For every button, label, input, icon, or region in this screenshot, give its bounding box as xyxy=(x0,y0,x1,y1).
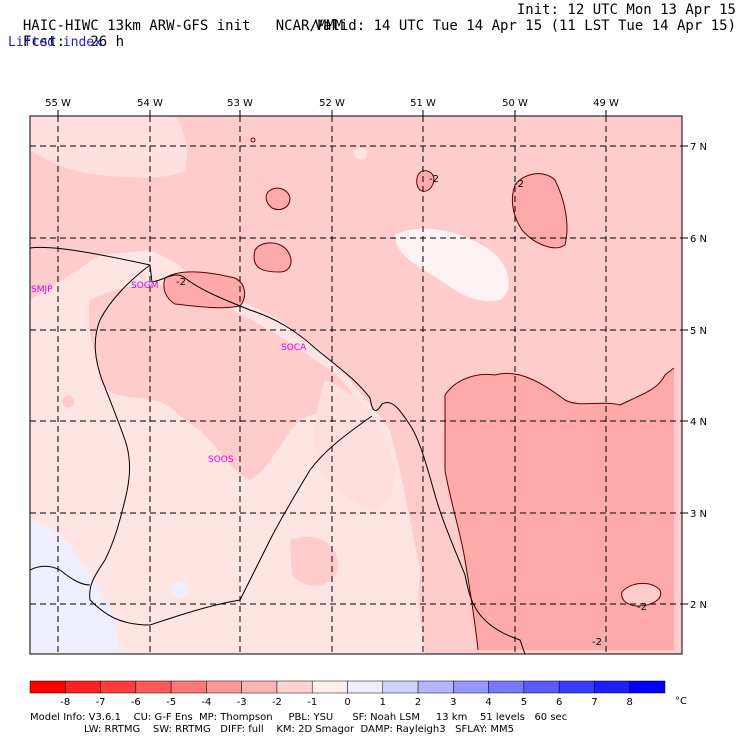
org-label: NCAR/MMM xyxy=(275,18,344,34)
colorbar-swatch xyxy=(594,680,630,694)
lat-lon-grid xyxy=(30,116,682,654)
colorbar-swatch xyxy=(417,680,454,694)
lon-label: 52 W xyxy=(319,98,345,109)
forecast-hour: Fcst: 26 h xyxy=(6,18,124,50)
lon-label: 54 W xyxy=(137,98,163,109)
model-info-line1: Model Info: V3.6.1 CU: G-F Ens MP: Thomp… xyxy=(30,712,568,723)
colorbar-tick-label: -2 xyxy=(272,697,282,708)
contour-label: -2 xyxy=(514,179,524,190)
colorbar-tick-label: 5 xyxy=(521,697,527,708)
lon-label: 55 W xyxy=(45,98,71,109)
lat-label: 6 N xyxy=(690,234,707,245)
colorbar-tick-label: -5 xyxy=(166,697,176,708)
init-time: Init: 12 UTC Mon 13 Apr 15 xyxy=(516,2,736,18)
colorbar: -8 -7 -6 -5 -4 -3 -2 -1 0 1 2 3 4 5 6 7 8 xyxy=(29,680,666,708)
shade-land-light xyxy=(314,380,395,510)
lat-axis: 7 N 6 N 5 N 4 N 3 N 2 N xyxy=(682,142,707,611)
colorbar-swatch xyxy=(347,680,384,694)
model-title: HAIC-HIWC 13km ARW-GFS init xyxy=(22,18,251,34)
colorbar-swatch xyxy=(276,680,313,694)
shade-minus2-east xyxy=(445,368,674,650)
shade-positive-spot xyxy=(172,582,188,598)
colorbar-swatch xyxy=(488,680,525,694)
model-info-line2: LW: RRTMG SW: RRTMG DIFF: full KM: 2D Sm… xyxy=(30,724,515,735)
station-smjp: SMJP xyxy=(31,285,53,295)
colorbar-swatch xyxy=(65,680,101,694)
lon-label: 51 W xyxy=(410,98,436,109)
fcst-label: Fcst: xyxy=(22,34,66,50)
colorbar-swatch xyxy=(206,680,242,694)
colorbar-swatch xyxy=(382,680,419,694)
lon-label: 50 W xyxy=(502,98,528,109)
colorbar-swatch xyxy=(523,680,560,694)
colorbar-tick-label: -8 xyxy=(60,697,70,708)
colorbar-tick-label: 3 xyxy=(450,697,456,708)
coastline xyxy=(30,246,526,654)
field-name: Lifted index xyxy=(8,35,102,50)
contour-label: -2 xyxy=(592,637,602,648)
colorbar-swatch xyxy=(629,680,666,694)
shade-minus2-north xyxy=(254,242,292,272)
colorbar-tick-label: 6 xyxy=(556,697,562,708)
colorbar-swatch xyxy=(241,680,278,694)
lat-label: 7 N xyxy=(690,142,707,153)
colorbar-tick-label: 1 xyxy=(380,697,386,708)
colorbar-tick-label: -3 xyxy=(237,697,247,708)
lat-label: 4 N xyxy=(690,417,707,428)
lon-label: 53 W xyxy=(227,98,253,109)
header-model: HAIC-HIWC 13km ARW-GFS init NCAR/MMM xyxy=(6,2,343,34)
colorbar-swatch xyxy=(135,680,172,694)
colorbar-tick-label: 8 xyxy=(627,697,633,708)
lat-label: 5 N xyxy=(690,326,707,337)
colorbar-swatch xyxy=(453,680,489,694)
station-soos: SOOS xyxy=(208,455,234,465)
shade-ocean-light-nw xyxy=(30,116,187,178)
station-soca: SOCA xyxy=(281,343,307,353)
lat-label: 2 N xyxy=(690,600,707,611)
colorbar-tick-label: 4 xyxy=(485,697,491,708)
shade-land-minus1 xyxy=(88,285,356,480)
lon-axis: 55 W 54 W 53 W 52 W 51 W 50 W 49 W xyxy=(45,98,619,116)
contour-label: -2 xyxy=(429,174,439,185)
colorbar-tick-label: 7 xyxy=(591,697,597,708)
map-frame xyxy=(29,115,683,655)
colorbar-swatch xyxy=(558,680,595,694)
colorbar-tick-label: -6 xyxy=(131,697,141,708)
station-sogm: SOGM xyxy=(131,281,159,291)
lat-label: 3 N xyxy=(690,509,707,520)
colorbar-unit: °C xyxy=(675,696,687,707)
lon-label: 49 W xyxy=(593,98,619,109)
colorbar-swatch xyxy=(100,680,137,694)
colorbar-swatch xyxy=(29,680,66,694)
colorbar-tick-label: -7 xyxy=(96,697,106,708)
colorbar-tick-label: 0 xyxy=(344,697,350,708)
shade-positive xyxy=(30,520,120,654)
lifted-index-field: -2 -2 -2 -2 -2 SMJP SOGM SOCA SOOS xyxy=(30,116,682,654)
colorbar-tick-label: -1 xyxy=(307,697,317,708)
valid-time: Valid: 14 UTC Tue 14 Apr 15 (11 LST Tue … xyxy=(314,18,736,34)
fcst-value: 26 h xyxy=(90,34,125,50)
shade-minus2-ne xyxy=(512,173,567,248)
colorbar-swatch xyxy=(170,680,207,694)
colorbar-tick-label: 2 xyxy=(415,697,421,708)
colorbar-swatch xyxy=(311,680,348,694)
colorbar-tick-label: -4 xyxy=(201,697,211,708)
contour-label: -2 xyxy=(637,602,647,613)
contour-label: -2 xyxy=(176,277,186,288)
shade-land-blob xyxy=(290,536,339,586)
